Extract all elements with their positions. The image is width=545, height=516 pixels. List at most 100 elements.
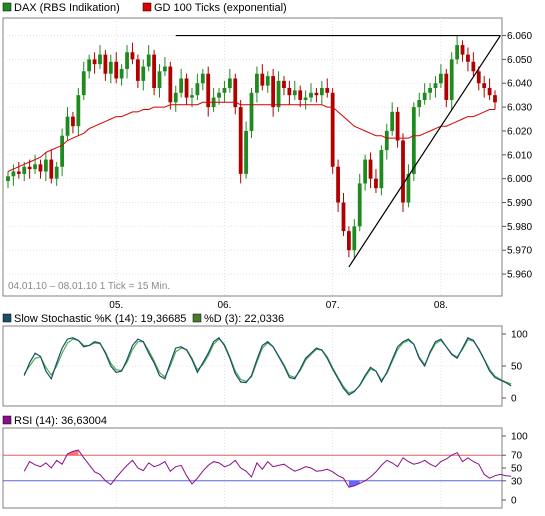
- price-tick-label: 6.000: [507, 174, 532, 185]
- candle: [33, 154, 37, 174]
- candle: [433, 76, 438, 98]
- candle: [81, 61, 86, 100]
- price-x-tick-label: 08.: [434, 300, 448, 311]
- candle: [384, 123, 389, 160]
- stoch-swatch-k: [2, 313, 12, 323]
- candle: [141, 59, 146, 91]
- stoch-d-label: %D (3): 22,0336: [204, 313, 284, 325]
- candle: [179, 68, 184, 98]
- candle: [125, 45, 129, 79]
- osc-tick-label: 0: [511, 394, 517, 405]
- candle: [163, 57, 167, 77]
- stoch-grid: [3, 326, 502, 406]
- candle: [54, 161, 59, 186]
- price-panel-frame: [2, 17, 503, 297]
- ema-line: [7, 101, 495, 172]
- price-tick-label: 6.060: [507, 31, 532, 42]
- candle: [314, 88, 319, 103]
- candle: [330, 88, 335, 174]
- candle: [493, 90, 497, 110]
- candle: [227, 68, 232, 93]
- candle: [255, 66, 259, 103]
- osc-tick-label: 50: [511, 362, 523, 373]
- rsi-swatch: [2, 415, 12, 425]
- stoch-y-ticks: 0 50 100: [502, 330, 528, 405]
- candle: [168, 61, 173, 110]
- candle: [363, 154, 368, 191]
- price-tick-label: 5.980: [507, 222, 532, 233]
- stoch-title: Slow Stochastic %K (14): 19,36685: [14, 313, 186, 325]
- price-tick-label: 6.010: [507, 150, 532, 161]
- candle: [195, 73, 200, 100]
- candle: [260, 64, 265, 91]
- candle: [6, 171, 10, 189]
- rsi-panel-frame: [2, 427, 503, 509]
- legend-swatch-dax: [2, 2, 12, 12]
- candle: [401, 133, 405, 213]
- price-x-tick-label: 06.: [217, 300, 231, 311]
- price-tick-label: 5.960: [507, 270, 532, 281]
- rsi-title: RSI (14): 36,63004: [14, 415, 107, 427]
- candle: [233, 73, 238, 115]
- trendlines: [175, 34, 501, 268]
- candle: [379, 145, 384, 196]
- price-panel: 5.960 5.970 5.980 5.990 6.000 6.010 6.020 6.030…: [2, 17, 532, 311]
- candle: [357, 173, 362, 232]
- candle: [298, 85, 303, 108]
- candle: [309, 83, 313, 103]
- candle: [395, 107, 400, 148]
- candle: [341, 192, 346, 236]
- price-tick-label: 6.040: [507, 79, 532, 90]
- legend-ema: GD 100 Ticks (exponential): [154, 2, 287, 14]
- price-tick-label: 5.990: [507, 198, 532, 209]
- candle: [27, 159, 32, 179]
- candle: [16, 161, 21, 179]
- candle: [303, 90, 308, 110]
- candle: [238, 99, 243, 184]
- candle: [130, 42, 135, 65]
- candle: [38, 159, 43, 179]
- candle: [249, 88, 254, 139]
- candle: [471, 52, 476, 77]
- candle: [49, 150, 54, 184]
- osc-tick-label: 100: [511, 330, 528, 341]
- candle: [173, 85, 178, 112]
- price-y-ticks: 5.960 5.970 5.980 5.990 6.000 6.010 6.020 6.030…: [502, 31, 532, 281]
- candle: [87, 54, 92, 79]
- candle: [455, 35, 460, 65]
- candle: [92, 52, 97, 74]
- candle: [428, 83, 432, 100]
- price-tick-label: 5.970: [507, 246, 532, 257]
- stoch-swatch-d: [192, 313, 202, 323]
- candle: [71, 111, 75, 134]
- rsi-line: [23, 449, 512, 488]
- candle: [352, 219, 357, 260]
- candle: [406, 164, 411, 208]
- candle: [265, 71, 270, 93]
- candle: [374, 169, 378, 193]
- candle: [43, 152, 48, 182]
- candle: [449, 52, 454, 110]
- candle: [146, 45, 151, 72]
- candle: [444, 68, 449, 108]
- candle: [98, 45, 102, 69]
- candle: [114, 52, 119, 84]
- stoch-panel: 0 50 100: [2, 325, 528, 407]
- candle: [292, 80, 297, 100]
- candle: [119, 64, 124, 86]
- candle: [190, 88, 194, 108]
- price-x-tick-label: 05.: [109, 300, 123, 311]
- candle: [206, 66, 211, 117]
- candle: [271, 68, 276, 117]
- candle: [390, 102, 395, 136]
- osc-tick-label: 50: [511, 464, 523, 475]
- candle: [76, 88, 81, 136]
- legend-dax: DAX (RBS Indikation): [14, 2, 120, 14]
- candle: [325, 78, 330, 98]
- candle: [438, 64, 443, 89]
- candle: [287, 80, 292, 105]
- candle: [65, 107, 70, 141]
- candle: [135, 54, 140, 89]
- candle: [11, 164, 16, 186]
